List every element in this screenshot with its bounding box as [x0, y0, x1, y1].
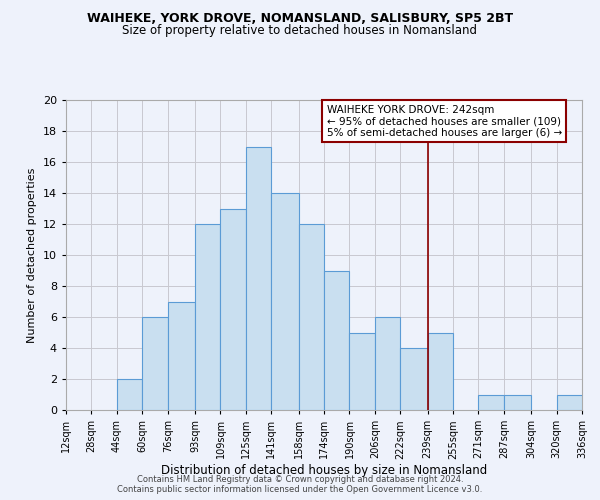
X-axis label: Distribution of detached houses by size in Nomansland: Distribution of detached houses by size … [161, 464, 487, 477]
Bar [195, 224, 220, 410]
Bar [428, 332, 453, 410]
Text: Contains public sector information licensed under the Open Government Licence v3: Contains public sector information licen… [118, 485, 482, 494]
Bar [142, 317, 168, 410]
Bar [299, 224, 324, 410]
Bar [220, 208, 246, 410]
Bar [349, 332, 375, 410]
Bar [246, 146, 271, 410]
Bar [271, 193, 299, 410]
Text: Contains HM Land Registry data © Crown copyright and database right 2024.: Contains HM Land Registry data © Crown c… [137, 475, 463, 484]
Y-axis label: Number of detached properties: Number of detached properties [27, 168, 37, 342]
Bar [375, 317, 400, 410]
Bar [557, 394, 582, 410]
Bar [478, 394, 504, 410]
Bar [117, 379, 142, 410]
Bar [168, 302, 195, 410]
Text: WAIHEKE, YORK DROVE, NOMANSLAND, SALISBURY, SP5 2BT: WAIHEKE, YORK DROVE, NOMANSLAND, SALISBU… [87, 12, 513, 26]
Bar [324, 270, 349, 410]
Bar [400, 348, 428, 410]
Text: Size of property relative to detached houses in Nomansland: Size of property relative to detached ho… [122, 24, 478, 37]
Bar [504, 394, 531, 410]
Text: WAIHEKE YORK DROVE: 242sqm
← 95% of detached houses are smaller (109)
5% of semi: WAIHEKE YORK DROVE: 242sqm ← 95% of deta… [326, 104, 562, 138]
